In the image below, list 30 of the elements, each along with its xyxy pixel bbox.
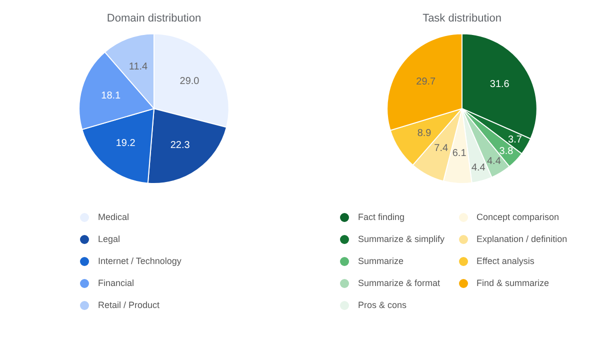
data-label: 7.4 [434,143,448,154]
data-label: 6.1 [452,148,467,160]
chart-title: Domain distribution [106,12,202,25]
legend-label: Summarize & format [358,278,440,288]
legend-label: Effect analysis [476,256,534,266]
legend-label: Explanation / definition [476,234,568,244]
data-label: 8.9 [417,128,432,139]
data-label: 4.4 [486,156,502,167]
legend-label: Summarize [358,256,404,266]
data-label: 22.3 [170,140,190,151]
data-label: 18.1 [101,90,122,102]
legend-label: Summarize & simplify [358,234,445,244]
legend-label: Financial [98,278,134,288]
data-label: 3.7 [508,134,522,146]
data-label: 3.8 [499,146,514,157]
legend-label: Retail / Product [98,300,160,310]
legend-label: Pros & cons [358,300,407,310]
data-label: 29.7 [416,76,436,88]
data-label: 19.2 [116,138,136,150]
chart-title: Task distribution [422,12,502,25]
legend-label: Fact finding [358,212,405,222]
data-label: 4.4 [471,162,486,174]
legend-label: Find & summarize [476,278,550,288]
data-label: 31.6 [490,78,510,90]
data-label: 11.4 [128,61,148,72]
legend-label: Legal [98,234,120,244]
legend-label: Internet / Technology [98,256,182,266]
legend-label: Concept comparison [476,212,560,222]
data-label: 29.0 [180,76,200,87]
legend-label: Medical [98,212,130,222]
